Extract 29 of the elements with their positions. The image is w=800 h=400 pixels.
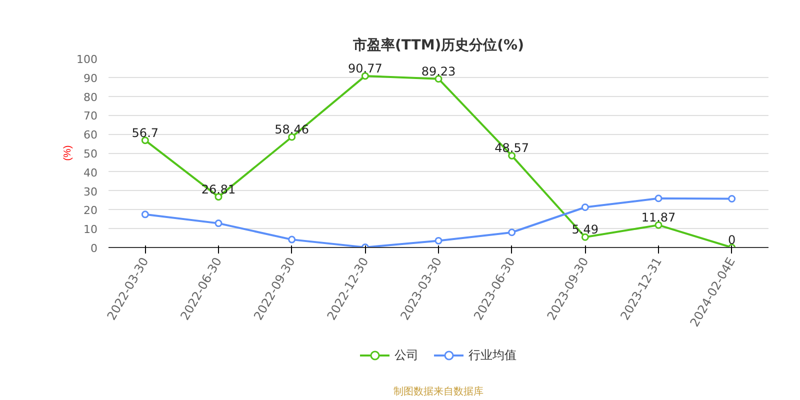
data-label: 0 bbox=[728, 233, 736, 247]
point bbox=[141, 210, 149, 218]
data-label: 56.7 bbox=[132, 126, 159, 140]
point bbox=[508, 228, 516, 236]
point bbox=[288, 236, 296, 244]
y-tick-label: 70 bbox=[84, 110, 98, 123]
y-tick-label: 80 bbox=[84, 90, 98, 104]
data-label: 90.77 bbox=[348, 61, 382, 76]
point bbox=[728, 194, 736, 202]
y-tick-label: 100 bbox=[76, 53, 98, 66]
y-tick-label: 30 bbox=[84, 185, 98, 198]
y-tick-label: 0 bbox=[90, 242, 98, 255]
y-tick-label: 40 bbox=[84, 166, 98, 180]
legend-label: 公司 bbox=[394, 346, 418, 364]
data-label: 89.23 bbox=[421, 64, 456, 78]
point bbox=[214, 220, 222, 228]
y-tick-label: 20 bbox=[84, 204, 98, 218]
y-tick-label: 60 bbox=[84, 128, 98, 142]
point bbox=[581, 204, 589, 211]
legend-label: 行业均值 bbox=[468, 346, 516, 364]
text: 制图数据来自数据库 bbox=[394, 385, 484, 398]
point bbox=[654, 194, 662, 202]
y-tick-label: 10 bbox=[84, 223, 98, 236]
y-tick-label: 50 bbox=[84, 148, 98, 160]
point bbox=[434, 236, 442, 244]
data-label: 11.87 bbox=[641, 210, 676, 225]
chart-title: 市盈率(TTM)历史分位(%) bbox=[352, 36, 524, 54]
y-axis-title: (%) bbox=[62, 145, 74, 161]
y-tick-label: 90 bbox=[84, 72, 98, 85]
